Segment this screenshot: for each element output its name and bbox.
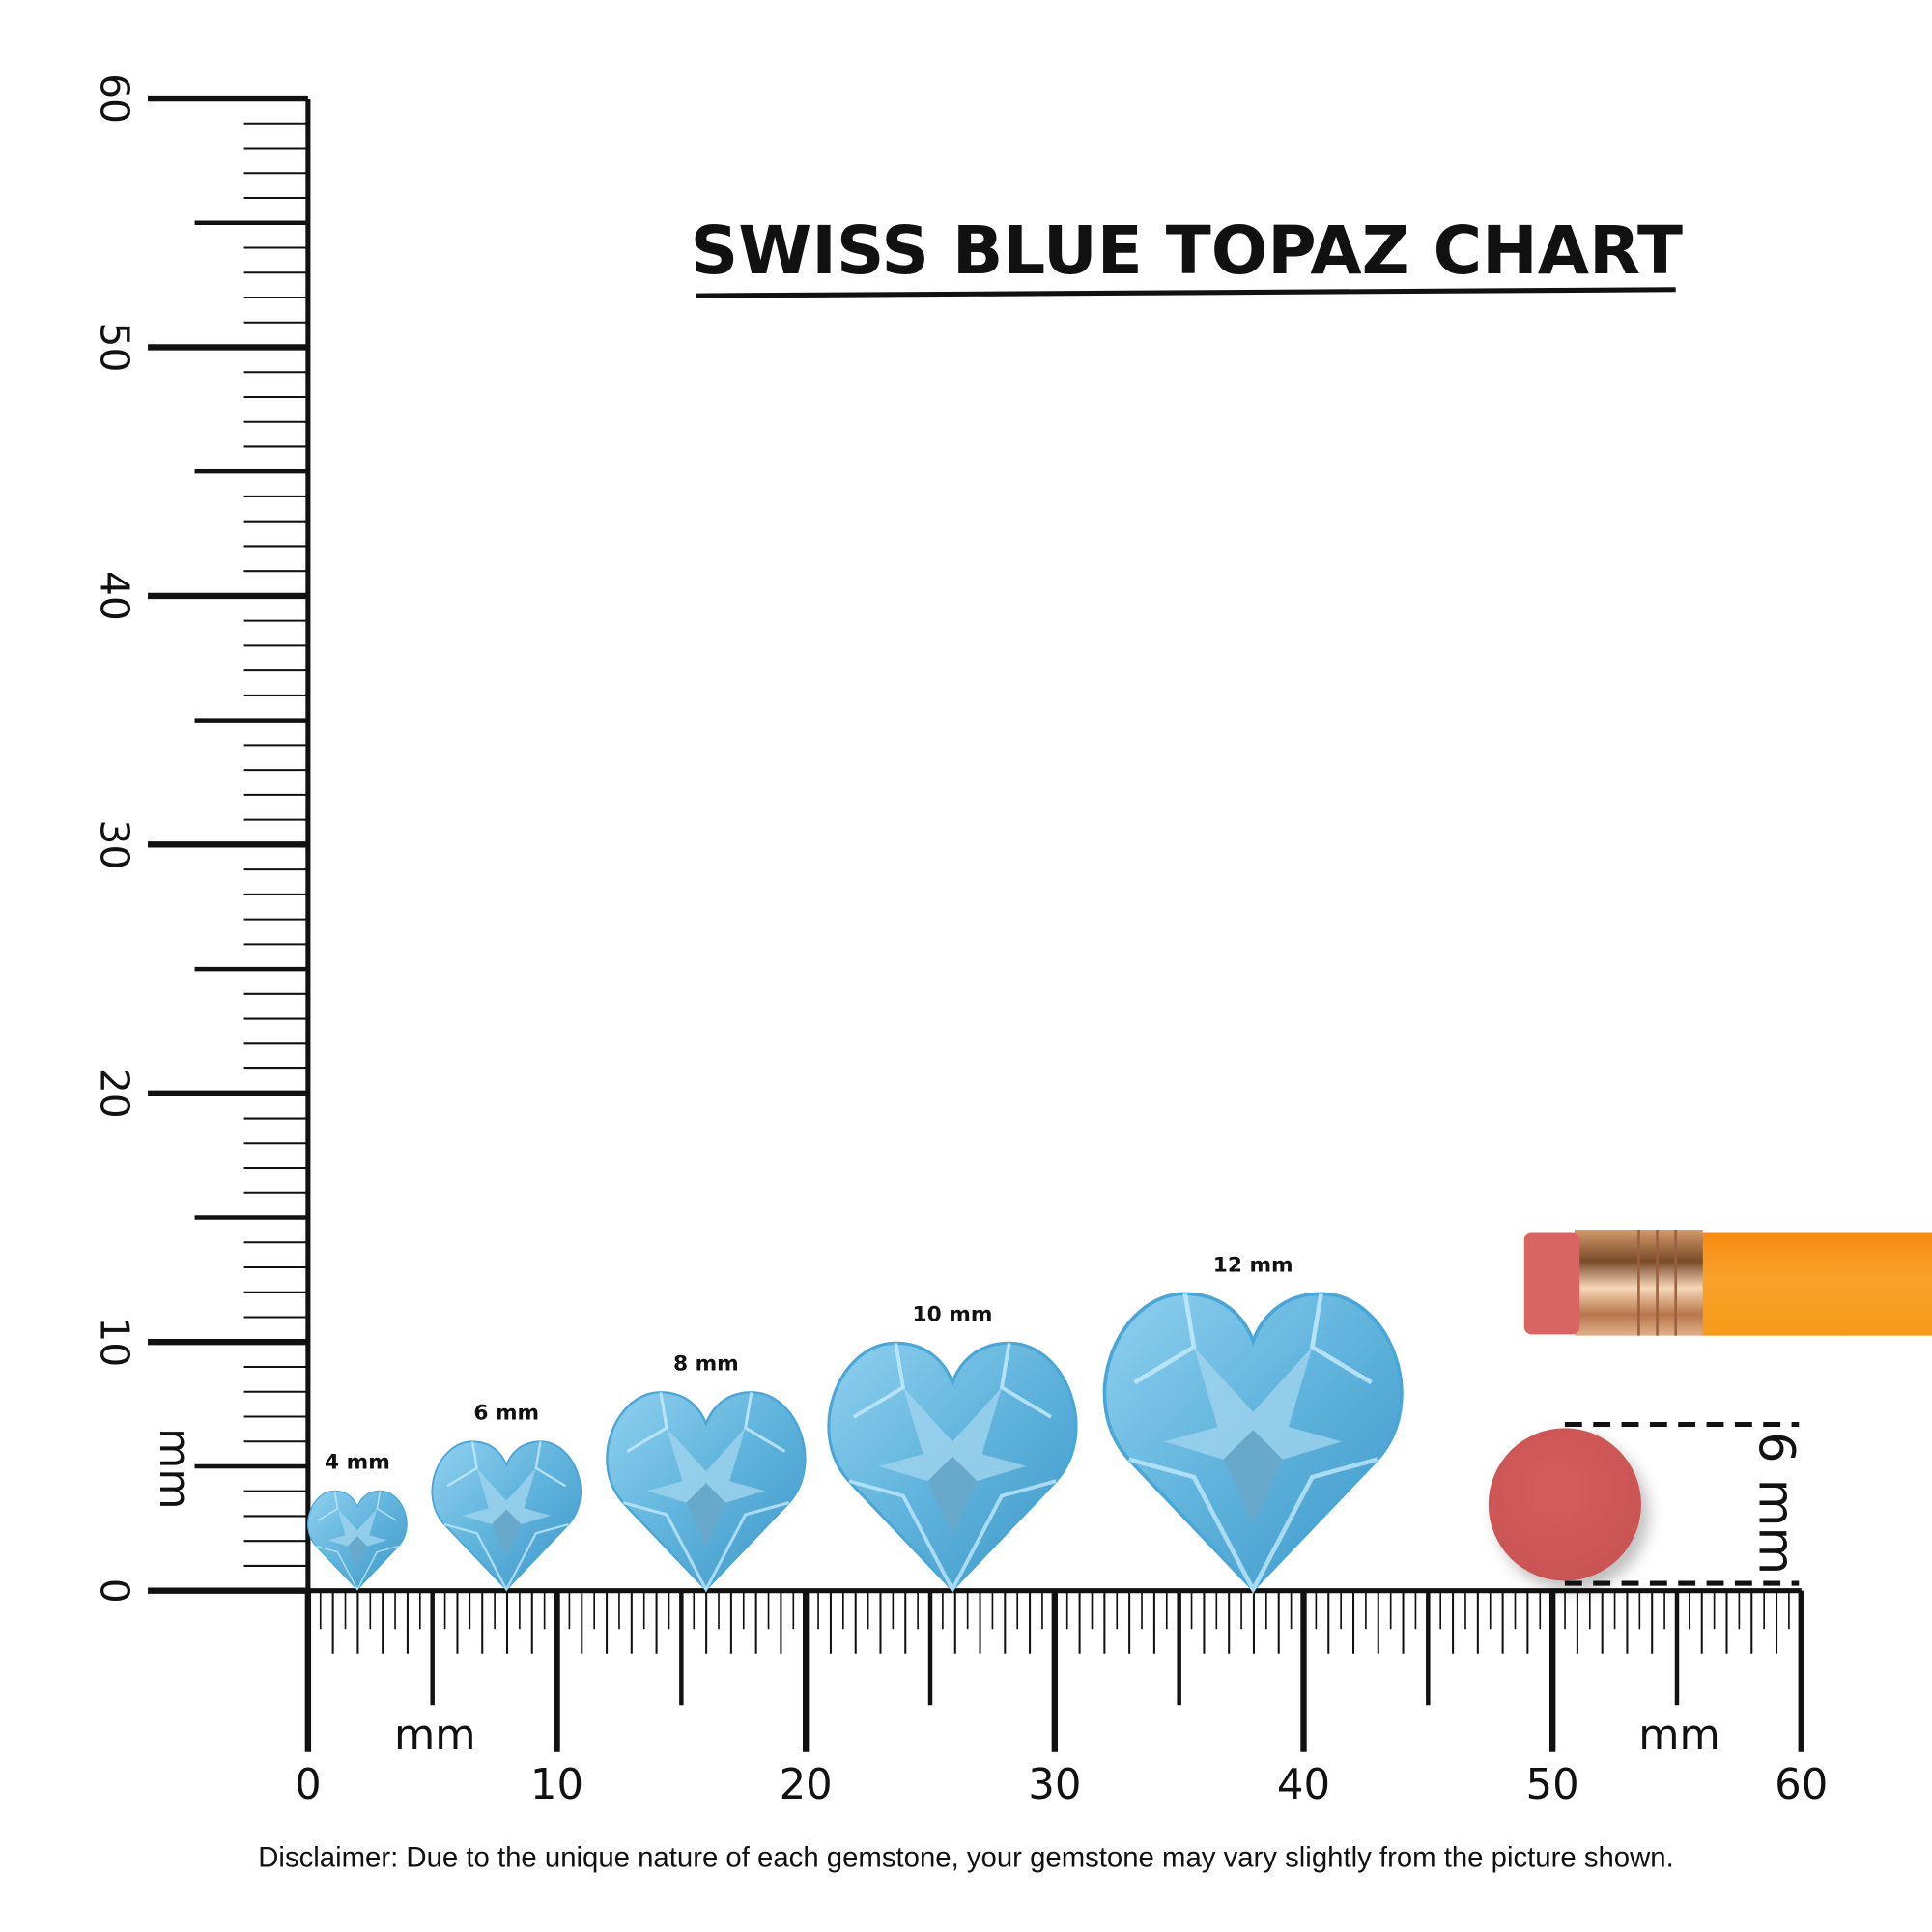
gem-size-label: 10 mm <box>913 1302 993 1326</box>
horizontal-tick-label: 30 <box>1028 1761 1081 1809</box>
gem-facet-pavilion <box>347 1536 368 1568</box>
vertical-tick-label: 50 <box>92 323 138 373</box>
gem-facet-lines <box>315 1545 399 1592</box>
gem-facet-pavilion <box>686 1483 726 1547</box>
pencil-image <box>1523 1229 1932 1336</box>
gem-size-label: 4 mm <box>325 1450 390 1474</box>
gem-facet-lines <box>852 1342 1052 1419</box>
horizontal-tick-label: 20 <box>780 1761 833 1809</box>
heart-gemstone <box>827 1341 1078 1594</box>
horizontal-tick-label: 0 <box>295 1761 322 1809</box>
vertical-tick-label: 0 <box>92 1578 138 1604</box>
vertical-tick-label: 30 <box>92 819 138 869</box>
gemstones: 4 mm 6 mm 8 mm 10 mm 12 mm <box>307 1253 1404 1595</box>
gem-facet-lines <box>443 1522 569 1592</box>
horizontal-tick-label: 60 <box>1775 1761 1828 1809</box>
gem-facet-lines <box>626 1392 786 1453</box>
horizontal-unit-label-left: mm <box>394 1712 475 1760</box>
title-underline <box>696 287 1676 298</box>
heart-gemstone <box>307 1490 408 1592</box>
reference-size-label: 6 mm <box>1747 1432 1804 1575</box>
vertical-ruler: 0 10 20 30 40 50 60 <box>92 73 311 1604</box>
vertical-tick-label: 60 <box>92 73 138 124</box>
gem-facet-lines <box>848 1479 1057 1594</box>
vertical-unit-label: mm <box>150 1428 198 1509</box>
pencil-eraser <box>1523 1232 1580 1335</box>
gem-facet-lines <box>446 1441 567 1488</box>
vertical-tick-label: 40 <box>92 571 138 621</box>
heart-gemstone <box>431 1440 582 1592</box>
heart-gemstone <box>606 1391 807 1593</box>
horizontal-tick-label: 10 <box>530 1761 583 1809</box>
gem-facet-lines <box>622 1501 789 1593</box>
disclaimer: Disclaimer: Due to the unique nature of … <box>258 1841 1674 1873</box>
gem-facet-lines <box>1128 1457 1378 1595</box>
horizontal-ruler: 0 10 20 30 40 50 60 <box>295 1588 1828 1809</box>
pencil-body <box>1700 1232 1932 1336</box>
gem-facet-pavilion <box>1223 1430 1283 1525</box>
gem-size-label: 6 mm <box>473 1401 539 1425</box>
horizontal-unit-label-right: mm <box>1638 1712 1719 1760</box>
gem-facet-lines <box>317 1491 398 1521</box>
gem-facet-pavilion <box>927 1456 978 1536</box>
chart-title: SWISS BLUE TOPAZ CHART <box>691 213 1683 290</box>
horizontal-tick-label: 40 <box>1277 1761 1330 1809</box>
heart-gemstone <box>1102 1292 1404 1595</box>
gem-facet-pavilion <box>491 1509 522 1557</box>
eraser-ball <box>1488 1428 1641 1581</box>
gem-size-label: 8 mm <box>673 1351 739 1376</box>
gem-size-label: 12 mm <box>1213 1253 1293 1277</box>
horizontal-tick-label: 50 <box>1526 1761 1579 1809</box>
vertical-tick-label: 10 <box>92 1317 138 1367</box>
vertical-tick-label: 20 <box>92 1068 138 1119</box>
gem-facet-lines <box>1133 1293 1373 1385</box>
